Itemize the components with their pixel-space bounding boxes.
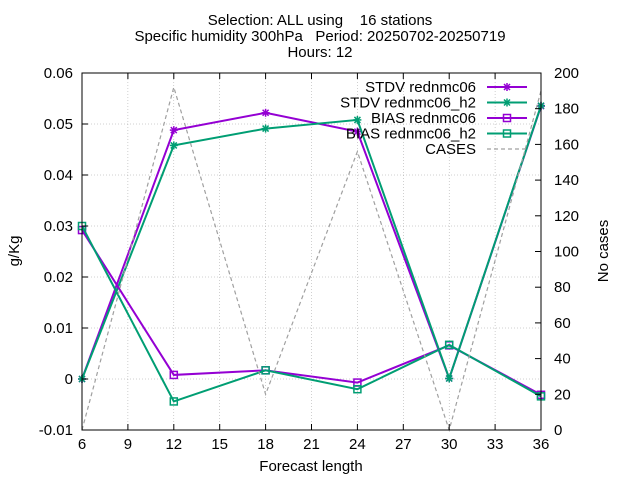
data-point [445,374,454,383]
marker-stroke [262,109,270,117]
data-point [353,127,362,136]
data-point [261,124,270,133]
legend-marker [502,129,512,138]
y-tick-label: 0.04 [44,167,73,184]
y2-tick-label: 60 [554,315,571,332]
y-tick-label: 0.03 [44,218,73,235]
y2-tick-label: 80 [554,279,571,296]
y-tick-label: 0.06 [44,65,73,82]
x-tick-label: 6 [78,436,86,453]
x-tick-label: 24 [349,436,366,453]
series-4 [81,85,542,433]
data-point [169,126,178,135]
legend-marker [503,98,511,107]
marker-stroke [262,125,270,133]
series-line [81,105,542,382]
ticks: 6 9 12 15 18 21 24 27 30 33 36 -0.01 0 0.01 0.02 0.03 0.… [39,65,579,453]
chart-title-line-2: Specific humidity 300hPa Period: 2025070… [134,28,506,45]
marker-stroke [353,128,361,136]
y2-tick-label: 100 [554,244,579,261]
legend-label: STDV rednmc06_h2 [340,95,476,112]
x-tick-label: 9 [124,436,132,453]
legend-label: BIAS rednmc06_h2 [346,126,476,143]
x-tick-label: 12 [165,436,182,453]
data-point [169,370,179,380]
y-axis-label: g/Kg [6,236,23,267]
y2-tick-label: 0 [554,422,562,439]
legend-label: STDV rednmc06 [365,79,476,96]
data-point [444,340,454,350]
data-point [169,141,178,150]
y2-tick-label: 200 [554,65,579,82]
series-2 [77,225,546,400]
x-tick-label: 27 [395,436,412,453]
legend-label: CASES [425,141,476,158]
y-tick-label: -0.01 [39,422,73,439]
marker-stroke [503,98,511,107]
y2-tick-label: 20 [554,386,571,403]
marker-stroke [445,374,453,383]
y2-tick-label: 40 [554,351,571,368]
data-point [353,115,362,124]
y-tick-label: 0.02 [44,269,73,286]
data-point [353,384,362,394]
x-tick-label: 30 [441,436,458,453]
x-tick-label: 36 [533,436,550,453]
y-tick-label: 0.05 [44,116,73,133]
x-tick-label: 18 [257,436,274,453]
marker-stroke [170,126,178,134]
y2-tick-label: 180 [554,101,579,118]
legend-marker [502,113,512,123]
chart-title-line-3: Hours: 12 [287,44,353,61]
x-tick-label: 33 [487,436,504,453]
marker-stroke [353,116,361,124]
legend-entry-3: BIAS rednmc06_h2 [346,126,527,143]
x-tick-label: 15 [211,436,228,453]
series-line [81,225,542,403]
data-point [261,108,270,117]
y2-tick-label: 140 [554,172,579,189]
data-point [169,397,179,406]
series-line [81,85,542,433]
marker-stroke [170,141,178,149]
series-layer [77,85,546,433]
x-axis-label: Forecast length [259,458,362,475]
y2-tick-label: 120 [554,208,579,225]
legend-entry-0: STDV rednmc06 [365,79,527,96]
x-tick-label: 21 [303,436,320,453]
y-tick-label: 0 [65,371,73,388]
marker-stroke [503,83,511,91]
legend-entry-2: BIAS rednmc06 [371,110,527,127]
legend-entry-4: CASES [425,141,527,158]
legend-label: BIAS rednmc06 [371,110,476,127]
y2-tick-label: 160 [554,136,579,153]
legend-marker [503,83,511,91]
data-point [261,366,270,375]
legend-entry-1: STDV rednmc06_h2 [340,95,527,112]
chart-title-line-1: Selection: ALL using 16 stations [207,12,433,29]
y2-axis-label: No cases [595,220,612,283]
y-tick-label: 0.01 [44,320,73,337]
